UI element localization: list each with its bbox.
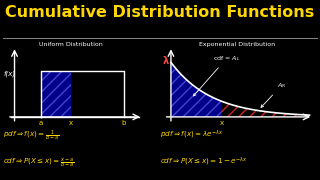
Text: b: b — [122, 120, 126, 126]
Text: $pdf \Rightarrow f(x) = \frac{1}{b-a}$: $pdf \Rightarrow f(x) = \frac{1}{b-a}$ — [3, 129, 60, 143]
Text: Exponential Distribution: Exponential Distribution — [198, 42, 275, 47]
Text: cdf = $A_L$: cdf = $A_L$ — [194, 54, 240, 96]
Text: $A_R$: $A_R$ — [261, 81, 286, 107]
Text: f(x): f(x) — [4, 70, 16, 77]
Text: λ: λ — [163, 56, 169, 66]
Text: $cdf \Rightarrow P(X \leq x) = \frac{x-a}{b-a}$: $cdf \Rightarrow P(X \leq x) = \frac{x-a… — [3, 156, 75, 169]
Text: x: x — [220, 120, 224, 126]
Text: $pdf \Rightarrow f(x) = \lambda e^{-\lambda x}$: $pdf \Rightarrow f(x) = \lambda e^{-\lam… — [160, 129, 223, 141]
Text: a: a — [39, 120, 43, 126]
Text: x: x — [69, 120, 73, 126]
Text: Uniform Distribution: Uniform Distribution — [39, 42, 103, 47]
Text: $cdf \Rightarrow P(X \leq x) = 1 - e^{-\lambda x}$: $cdf \Rightarrow P(X \leq x) = 1 - e^{-\… — [160, 156, 248, 168]
Text: Cumulative Distribution Functions: Cumulative Distribution Functions — [5, 5, 315, 20]
